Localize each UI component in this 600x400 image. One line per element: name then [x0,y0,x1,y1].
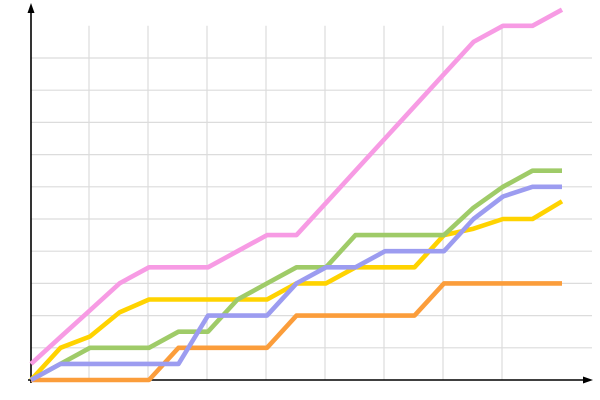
series-line-periwinkle [29,184,562,383]
series-layer [29,7,564,383]
series-line-green [29,168,562,383]
y-axis-arrowhead-icon [27,3,35,13]
x-axis-arrowhead-icon [583,376,593,384]
grid-layer [31,25,592,380]
series-line-pink [29,7,564,366]
series-line-orange [31,281,562,383]
